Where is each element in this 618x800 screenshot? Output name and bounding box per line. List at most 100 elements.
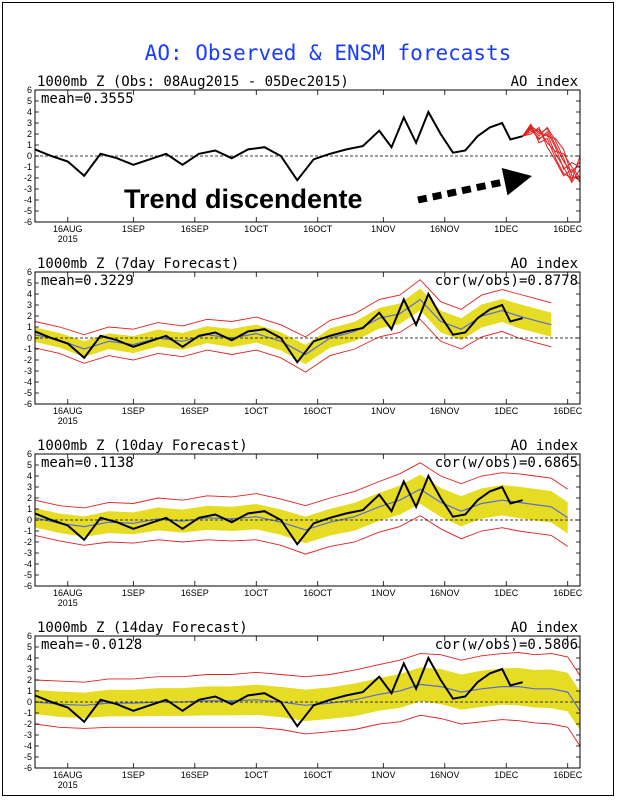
x-year-label: 2015: [58, 780, 78, 790]
y-tick-label: -4: [24, 559, 32, 569]
x-tick-label: 16AUG: [53, 224, 83, 234]
panel-1: 1000mb Z (Obs: 08Aug2015 - 05Dec2015) AO …: [24, 74, 583, 244]
y-tick-label: -3: [24, 730, 32, 740]
panel-title: 1000mb Z (10day Forecast): [37, 438, 248, 454]
x-tick-label: 16SEP: [181, 588, 209, 598]
y-tick-label: 4: [27, 289, 32, 299]
y-tick-label: -4: [24, 377, 32, 387]
y-tick-label: -1: [24, 526, 32, 536]
spread-lower-line: [35, 714, 580, 747]
panel-2: 1000mb Z (7day Forecast) AO index6543210-…: [24, 256, 583, 426]
y-tick-label: 2: [27, 129, 32, 139]
ensemble-mean-line: [35, 683, 580, 712]
y-tick-label: -5: [24, 570, 32, 580]
x-tick-label: 1OCT: [244, 406, 269, 416]
y-tick-label: -4: [24, 195, 32, 205]
x-tick-label: 1DEC: [494, 770, 519, 780]
x-tick-label: 16DEC: [553, 224, 583, 234]
y-tick-label: 5: [27, 460, 32, 470]
x-tick-label: 16DEC: [553, 770, 583, 780]
y-tick-label: -3: [24, 184, 32, 194]
panel-title: 1000mb Z (14day Forecast): [37, 620, 248, 636]
x-tick-label: 1NOV: [371, 588, 396, 598]
mean-label: mean=-0.0128: [41, 637, 142, 653]
x-tick-label: 1DEC: [494, 406, 519, 416]
y-tick-label: 1: [27, 322, 32, 332]
panel-3: 1000mb Z (10day Forecast) AO index 6543210…: [24, 438, 583, 608]
panel-right-label: AO index: [511, 74, 578, 90]
trend-arrow: [417, 168, 532, 204]
x-tick-label: 16SEP: [181, 406, 209, 416]
plot-area: [35, 462, 580, 555]
x-tick-label: 1SEP: [122, 406, 145, 416]
y-tick-label: 5: [27, 96, 32, 106]
ensemble-mean-line: [35, 298, 552, 356]
y-tick-label: 0: [27, 333, 32, 343]
spread-band: [35, 474, 568, 544]
y-tick-label: 6: [27, 85, 32, 95]
correlation-label: cor(w/obs)=0.6865: [435, 455, 578, 471]
x-tick-label: 16OCT: [303, 224, 333, 234]
x-tick-label: 1DEC: [494, 224, 519, 234]
x-tick-label: 16DEC: [553, 406, 583, 416]
forecast-member-5: [522, 126, 580, 182]
x-tick-label: 1SEP: [122, 224, 145, 234]
x-tick-label: 16DEC: [553, 588, 583, 598]
y-tick-label: 3: [27, 300, 32, 310]
x-tick-label: 1OCT: [244, 588, 269, 598]
y-tick-label: 6: [27, 449, 32, 459]
y-tick-label: 1: [27, 140, 32, 150]
y-tick-label: 1: [27, 504, 32, 514]
spread-upper-line: [35, 652, 580, 683]
y-tick-label: -3: [24, 366, 32, 376]
y-tick-label: 0: [27, 697, 32, 707]
x-tick-label: 1NOV: [371, 224, 396, 234]
ensemble-mean-line: [35, 488, 569, 531]
x-tick-label: 1NOV: [371, 770, 396, 780]
y-tick-label: -2: [24, 537, 32, 547]
spread-lower-line: [35, 318, 552, 373]
plot-area: [35, 652, 580, 747]
y-tick-label: 2: [27, 675, 32, 685]
figure-title: AO: Observed & ENSM forecasts: [145, 41, 512, 65]
plot-area: [35, 109, 580, 184]
y-tick-label: -5: [24, 206, 32, 216]
forecast-member-4: [522, 129, 580, 179]
x-tick-label: 16NOV: [430, 406, 460, 416]
observed-line: [35, 655, 523, 728]
x-tick-label: 16NOV: [430, 588, 460, 598]
panel-title: 1000mb Z (7day Forecast): [37, 256, 239, 272]
y-tick-label: -4: [24, 741, 32, 751]
x-tick-label: 16AUG: [53, 406, 83, 416]
y-tick-label: -6: [24, 763, 32, 773]
y-tick-label: 2: [27, 311, 32, 321]
y-tick-label: -2: [24, 355, 32, 365]
y-tick-label: 0: [27, 151, 32, 161]
x-tick-label: 16OCT: [303, 770, 333, 780]
forecast-member-7: [522, 127, 580, 171]
observed-line: [35, 291, 523, 364]
x-tick-label: 1DEC: [494, 588, 519, 598]
y-tick-label: 3: [27, 482, 32, 492]
y-tick-label: 3: [27, 664, 32, 674]
y-tick-label: 4: [27, 653, 32, 663]
y-tick-label: 4: [27, 107, 32, 117]
x-year-label: 2015: [58, 598, 78, 608]
x-tick-label: 16SEP: [181, 770, 209, 780]
panel-right-label: AO index: [511, 620, 578, 636]
x-tick-label: 16AUG: [53, 588, 83, 598]
observed-line: [35, 473, 523, 546]
x-tick-label: 16NOV: [430, 770, 460, 780]
y-tick-label: -6: [24, 581, 32, 591]
panel-right-label: AO index: [511, 438, 578, 454]
x-tick-label: 1OCT: [244, 224, 269, 234]
x-tick-label: 1SEP: [122, 770, 145, 780]
y-tick-label: -5: [24, 388, 32, 398]
y-tick-label: 6: [27, 267, 32, 277]
x-year-label: 2015: [58, 234, 78, 244]
y-tick-label: -1: [24, 344, 32, 354]
y-tick-label: -6: [24, 217, 32, 227]
x-tick-label: 16OCT: [303, 406, 333, 416]
